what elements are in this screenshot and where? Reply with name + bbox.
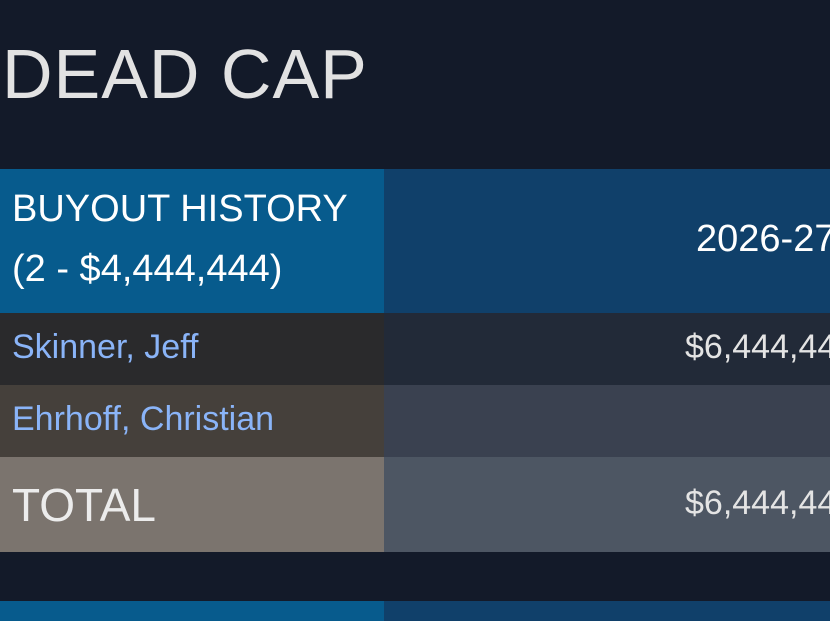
row-cell <box>384 385 830 457</box>
row-cell <box>384 313 830 385</box>
header-cell <box>0 169 384 313</box>
total-label: TOTAL <box>12 479 156 531</box>
season-header: 2026-27 <box>696 218 830 260</box>
amount: $6,444,444 <box>685 328 830 366</box>
row-cell <box>0 385 384 457</box>
row-cell <box>0 313 384 385</box>
player-link[interactable]: Skinner, Jeff <box>12 328 199 366</box>
next-header-cell <box>0 601 384 621</box>
player-link[interactable]: Ehrhoff, Christian <box>12 400 275 438</box>
page-title: DEAD CAP <box>2 35 368 113</box>
total-cell <box>0 457 384 552</box>
header-label: (2 - $4,444,444) <box>12 248 283 290</box>
total-cell <box>384 457 830 552</box>
total-amount: $6,444,444 <box>685 484 830 522</box>
header-label: BUYOUT HISTORY <box>12 188 348 230</box>
header-cell <box>384 169 830 313</box>
next-header-cell <box>384 601 830 621</box>
